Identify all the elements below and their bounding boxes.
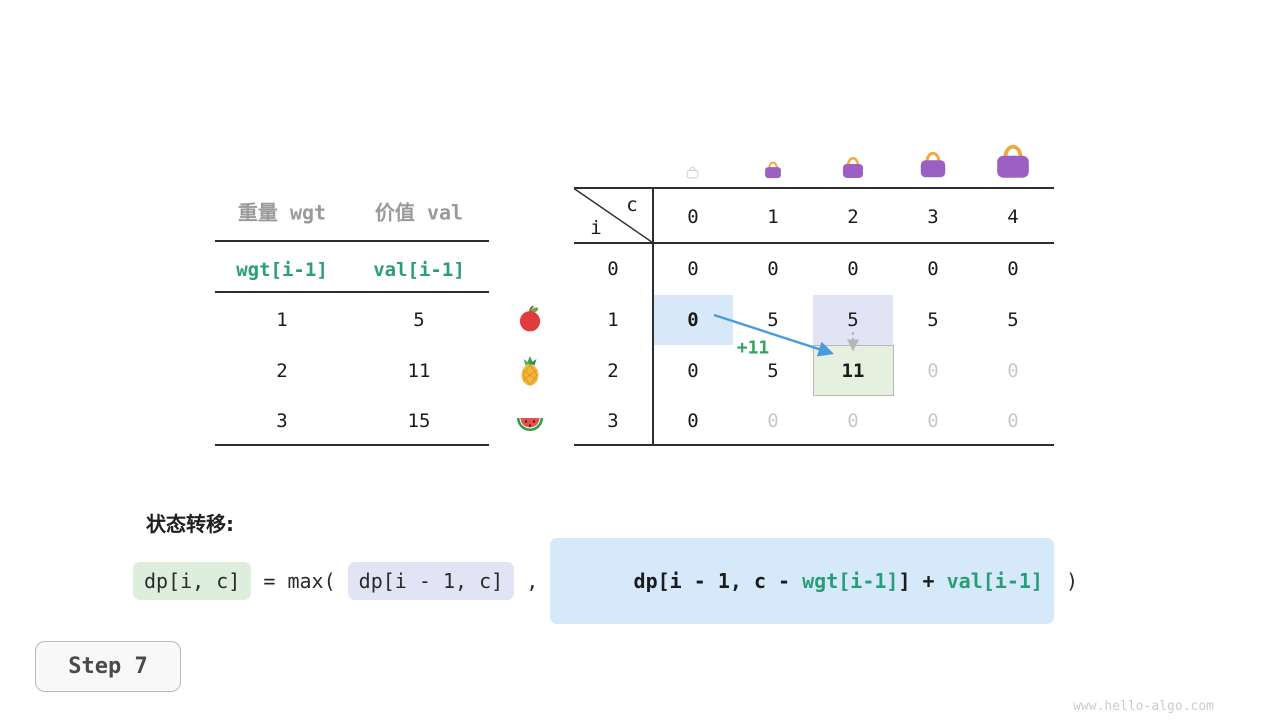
dp-bottom-rule xyxy=(574,444,1054,446)
item-weight-cell: 2 xyxy=(276,360,288,382)
items-header-rule xyxy=(215,240,489,242)
dp-cell-unfilled: 0 xyxy=(927,360,939,382)
dp-cell-unfilled: 0 xyxy=(847,410,859,432)
items-bottom-rule xyxy=(215,444,489,446)
dp-cell: 0 xyxy=(687,410,699,432)
bag-icon-3 xyxy=(920,151,946,178)
dp-row-header: 1 xyxy=(607,309,619,331)
items-col-header-weight: 重量 wgt xyxy=(237,200,327,225)
dp-col-header: 1 xyxy=(767,206,779,228)
bag-icon-2 xyxy=(842,157,864,178)
item-value-cell: 5 xyxy=(413,309,425,331)
dp-cell: 5 xyxy=(1007,309,1019,331)
items-formula-rule xyxy=(215,291,489,293)
dp-cell-current: 11 xyxy=(841,360,865,382)
formula-option-above: dp[i - 1, c] xyxy=(347,562,515,600)
dp-corner-col-label: c xyxy=(626,194,638,216)
items-formula-wgt: wgt[i-1] xyxy=(236,259,328,281)
dp-cell-above: 5 xyxy=(847,309,859,331)
dp-cell: 0 xyxy=(1007,258,1019,280)
formula-take-wgt: wgt[i-1] xyxy=(802,569,899,593)
dp-top-rule xyxy=(574,187,1054,189)
dp-col-header: 2 xyxy=(847,206,859,228)
formula-eq-max: = max( xyxy=(251,569,348,593)
dp-cell: 5 xyxy=(767,360,779,382)
dp-cell: 0 xyxy=(767,258,779,280)
transition-title: 状态转移: xyxy=(146,512,234,536)
items-formula-val: val[i-1] xyxy=(373,259,465,281)
items-col-header-value: 价值 val xyxy=(374,200,464,225)
dp-cell-unfilled: 0 xyxy=(927,410,939,432)
plus-value-label: +11 xyxy=(736,337,770,359)
dp-cell: 0 xyxy=(687,360,699,382)
watermelon-icon xyxy=(517,418,543,431)
dp-col-header: 4 xyxy=(1007,206,1019,228)
formula-take-mid: ] + xyxy=(898,569,947,593)
bag-icon-4 xyxy=(997,144,1029,178)
apple-icon xyxy=(519,305,541,332)
dp-row-header: 0 xyxy=(607,258,619,280)
bag-icon-1 xyxy=(765,161,781,179)
formula-take-val: val[i-1] xyxy=(946,569,1043,593)
dp-cell-unfilled: 0 xyxy=(1007,360,1019,382)
dp-col-header: 0 xyxy=(687,206,699,228)
watermark: www.hello-algo.com xyxy=(1073,699,1214,714)
dp-cell-unfilled: 0 xyxy=(1007,410,1019,432)
dp-header-rule xyxy=(574,242,1054,244)
dp-cell: 5 xyxy=(767,309,779,331)
dp-cell: 5 xyxy=(927,309,939,331)
item-weight-cell: 1 xyxy=(276,309,288,331)
dp-row-header: 3 xyxy=(607,410,619,432)
formula-take-prefix: dp[i - 1, c - xyxy=(633,569,803,593)
item-value-cell: 15 xyxy=(407,410,431,432)
dp-cell-source: 0 xyxy=(687,309,699,331)
formula-lhs: dp[i, c] xyxy=(133,562,252,600)
item-value-cell: 11 xyxy=(407,360,431,382)
bag-icon-0 xyxy=(686,166,699,179)
dp-row-header: 2 xyxy=(607,360,619,382)
dp-col-header: 3 xyxy=(927,206,939,228)
dp-vertical-rule xyxy=(652,187,654,445)
formula-close-paren: ) xyxy=(1053,569,1079,593)
dp-corner-diagonal xyxy=(573,187,653,244)
dp-cell: 0 xyxy=(927,258,939,280)
dp-cell-unfilled: 0 xyxy=(767,410,779,432)
step-badge: Step 7 xyxy=(35,641,181,692)
formula-comma: , xyxy=(514,569,551,593)
dp-corner-row-label: i xyxy=(590,217,602,239)
pineapple-icon xyxy=(521,356,539,386)
item-weight-cell: 3 xyxy=(276,410,288,432)
transition-formula: dp[i, c] = max( dp[i - 1, c] , dp[i - 1,… xyxy=(133,538,1079,624)
formula-option-take: dp[i - 1, c - wgt[i-1]] + val[i-1] xyxy=(550,538,1054,624)
dp-cell: 0 xyxy=(847,258,859,280)
dp-cell: 0 xyxy=(687,258,699,280)
